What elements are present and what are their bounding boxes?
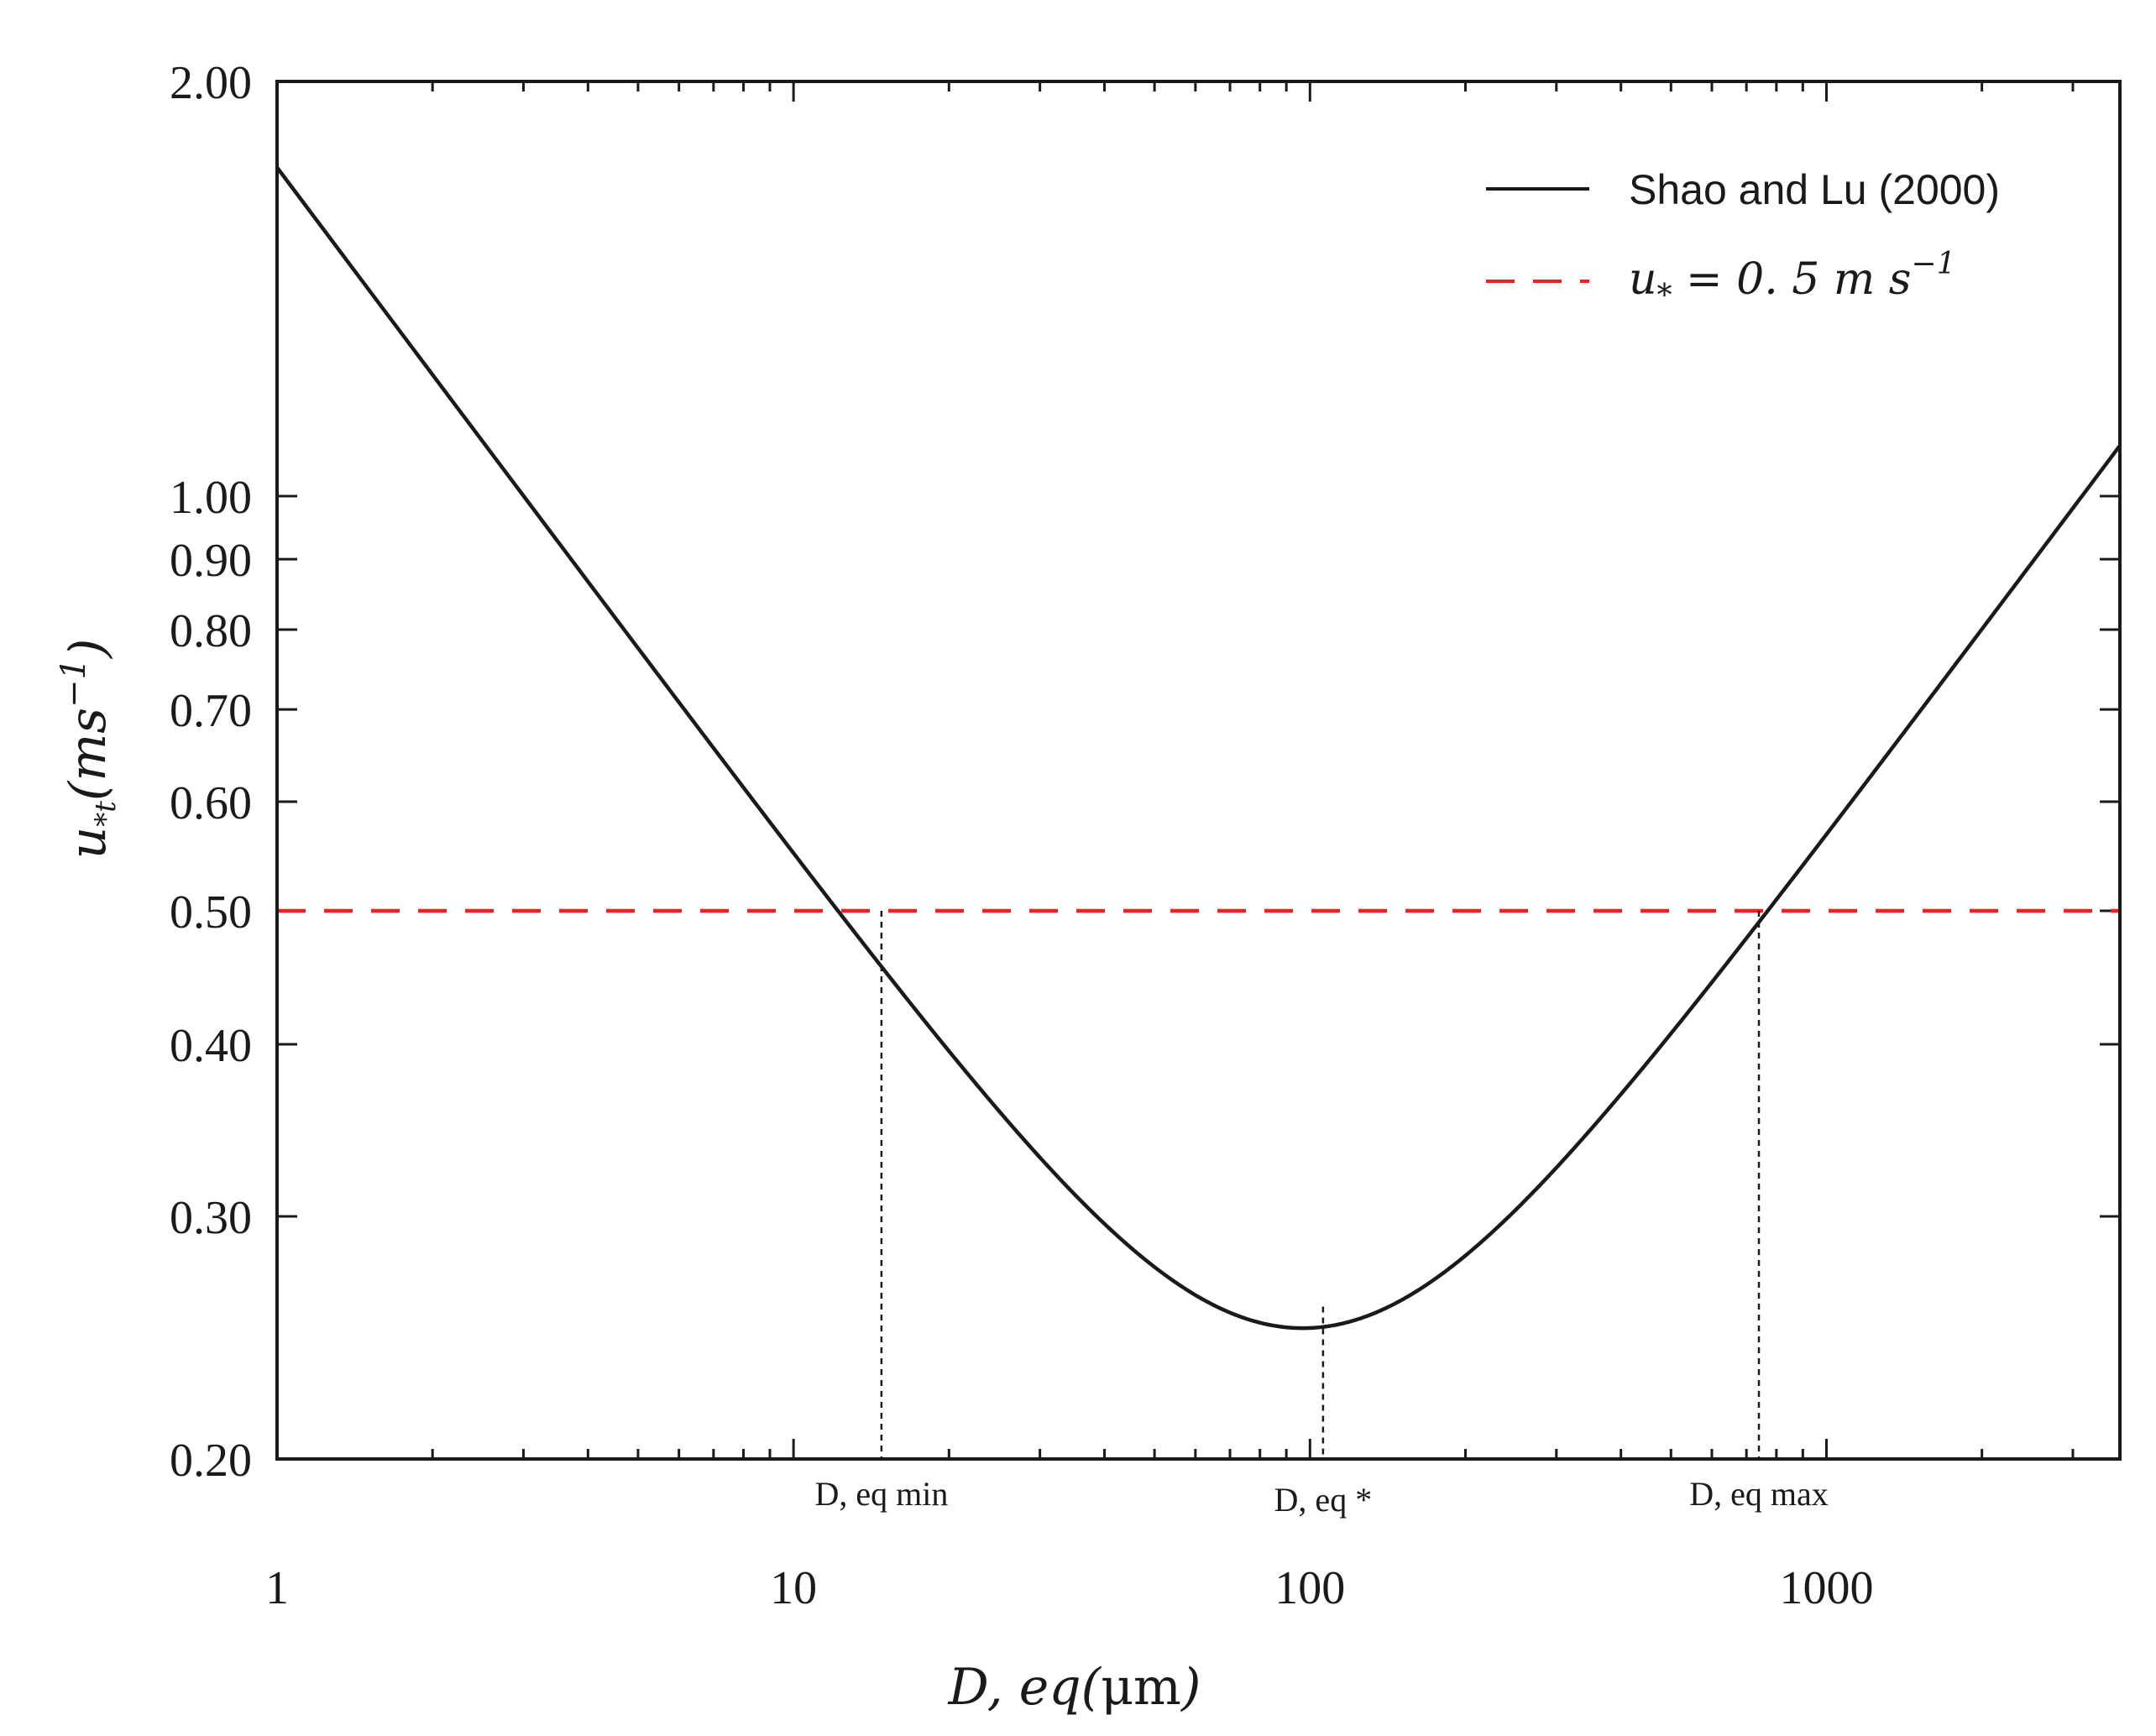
annotation-label: D, eq *	[1274, 1481, 1373, 1519]
y-tick-label: 2.00	[170, 57, 252, 109]
x-tick-label: 1	[265, 1562, 289, 1614]
annotation-label: D, eq max	[1689, 1475, 1829, 1513]
tick-labels: 1 10 100 1000 0.20 0.30 0.40 0.50 0.60 0.70 0.80 0.…	[170, 57, 1873, 1614]
plot-frame	[275, 80, 2122, 1461]
x-tick-label: 1000	[1779, 1562, 1873, 1614]
y-axis-title: u*t(ms−1)	[55, 639, 123, 860]
y-tick-label: 1.00	[170, 472, 252, 524]
series-lines	[275, 166, 2122, 1331]
y-tick-label: 0.30	[170, 1192, 252, 1244]
legend-label-shao: Shao and Lu (2000)	[1629, 166, 2000, 213]
x-axis-title: D, eq(μm)	[948, 1658, 1201, 1717]
y-tick-label: 0.20	[170, 1435, 252, 1487]
y-tick-label: 0.60	[170, 777, 252, 829]
y-axis-title-group: u*t(ms−1)	[55, 639, 123, 860]
legend-label-threshold: u* = 0. 5 m s−1	[1629, 247, 1956, 313]
x-tick-label: 100	[1274, 1562, 1345, 1614]
x-tick-label: 10	[770, 1562, 817, 1614]
y-tick-label: 0.50	[170, 886, 252, 939]
y-tick-label: 0.90	[170, 535, 252, 587]
y-tick-label: 0.70	[170, 685, 252, 737]
series-line-shao-lu	[275, 166, 2122, 1331]
annotations: D, eq min D, eq * D, eq max	[814, 910, 1829, 1519]
y-tick-label: 0.40	[170, 1020, 252, 1072]
legend: Shao and Lu (2000) u* = 0. 5 m s−1	[1486, 166, 2000, 313]
annotation-label: D, eq min	[814, 1475, 948, 1513]
y-tick-label: 0.80	[170, 605, 252, 657]
